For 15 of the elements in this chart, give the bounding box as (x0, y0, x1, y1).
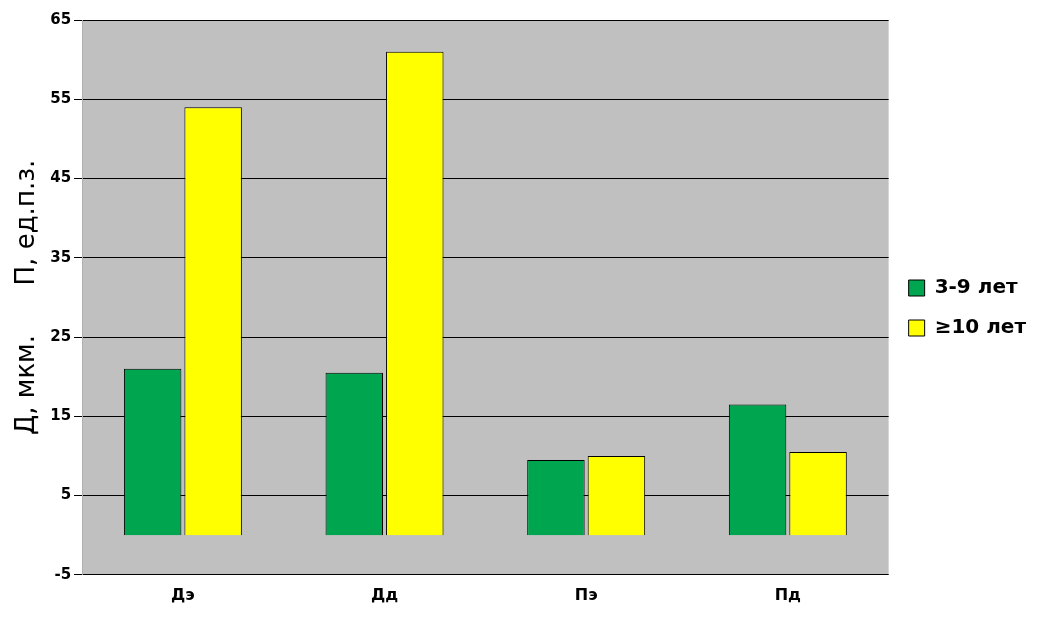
y-tick-label: -5 (54, 564, 72, 583)
y-tick-label: 35 (50, 247, 72, 266)
y-tick-label: 5 (60, 485, 72, 504)
y-tick-label: 15 (50, 406, 72, 425)
x-tick-label: Дэ (171, 584, 195, 604)
x-tick-label: Пэ (574, 584, 598, 604)
y-tick-label: 55 (50, 89, 72, 108)
x-tick-label: Дд (370, 584, 399, 604)
legend-label: 3-9 лет (934, 274, 1018, 299)
x-tick-label: Пд (774, 584, 802, 604)
y-tick-label: 65 (50, 9, 72, 28)
legend-label: ≥10 лет (934, 314, 1027, 339)
y-axis-title: Д, мкм. П, ед.п.з. (10, 159, 41, 436)
y-tick-label: 25 (50, 326, 72, 345)
y-tick-label: 45 (50, 168, 72, 187)
